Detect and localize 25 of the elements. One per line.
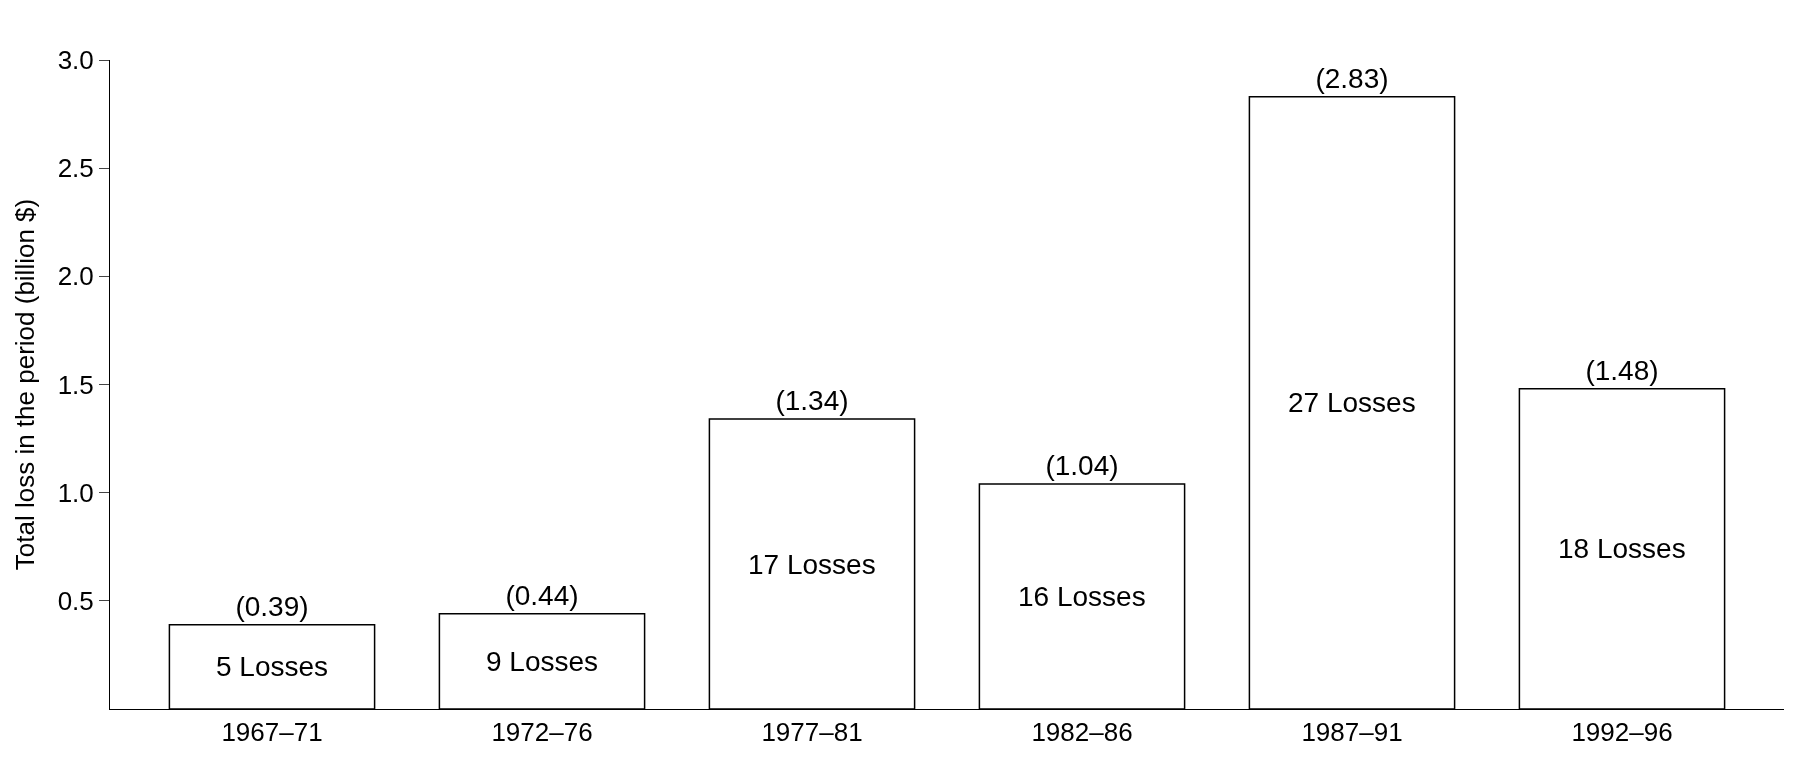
y-tick-label: 2.0 bbox=[57, 261, 94, 292]
annotation: 5 Losses bbox=[216, 651, 329, 682]
x-tick-label: 1987–91 bbox=[1301, 717, 1403, 748]
annotation: 27 Losses bbox=[1288, 387, 1416, 418]
annotation: 18 Losses bbox=[1558, 533, 1686, 564]
data-label: (1.34) bbox=[775, 385, 849, 417]
x-tick-label: 1982–86 bbox=[1031, 717, 1133, 748]
data-label: (1.48) bbox=[1585, 354, 1659, 386]
y-tick-label: 3.0 bbox=[57, 45, 94, 76]
y-tick-label: 1.5 bbox=[57, 369, 94, 400]
annotation: 16 Losses bbox=[1018, 581, 1146, 612]
data-label: (0.39) bbox=[235, 590, 309, 622]
data-label: (2.83) bbox=[1315, 62, 1389, 94]
x-tick-label: 1972–76 bbox=[491, 717, 593, 748]
annotation: 9 Losses bbox=[486, 646, 599, 677]
y-axis-title: Total loss in the period (billion $) bbox=[10, 198, 41, 571]
data-label: (1.04) bbox=[1045, 450, 1119, 482]
y-tick-label: 0.5 bbox=[57, 585, 94, 616]
y-tick-label: 1.0 bbox=[57, 477, 94, 508]
x-tick-label: 1977–81 bbox=[761, 717, 863, 748]
data-label: (0.44) bbox=[505, 579, 579, 611]
annotation: 17 Losses bbox=[748, 549, 876, 580]
x-tick-label: 1992–96 bbox=[1571, 717, 1673, 748]
y-tick-label: 2.5 bbox=[57, 153, 94, 184]
x-tick-label: 1967–71 bbox=[221, 717, 323, 748]
